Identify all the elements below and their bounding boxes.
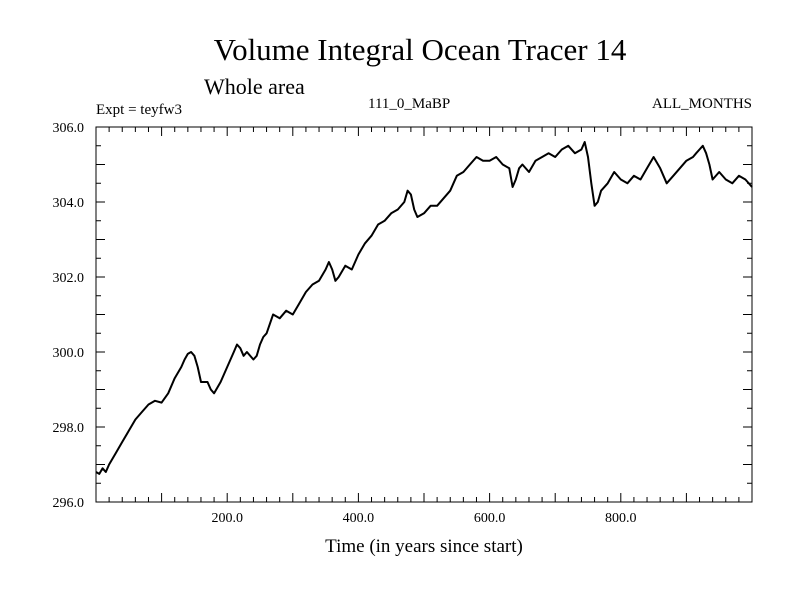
- x-tick-label: 400.0: [343, 511, 375, 526]
- chart-subtitle: Whole area: [204, 74, 305, 99]
- x-tick-label: 800.0: [605, 511, 637, 526]
- x-axis-label: Time (in years since start): [325, 536, 523, 557]
- y-tick-label: 300.0: [53, 346, 85, 361]
- x-tick-label: 600.0: [474, 511, 506, 526]
- y-tick-label: 296.0: [53, 496, 85, 511]
- axis-ticks: [96, 127, 752, 502]
- plot-frame: [95, 126, 753, 503]
- experiment-label: Expt = teyfw3: [96, 102, 182, 118]
- y-tick-label: 302.0: [53, 271, 85, 286]
- axis-tick-labels: 200.0 400.0 600.0 800.0 296.0 298.0 300.0 302.0…: [53, 121, 637, 526]
- x-tick-label: 200.0: [211, 511, 243, 526]
- series-line-tracer-14: [95, 141, 753, 475]
- y-tick-label: 298.0: [53, 421, 85, 436]
- chart-title: Volume Integral Ocean Tracer 14: [213, 32, 627, 67]
- months-label: ALL_MONTHS: [652, 96, 752, 112]
- period-label: 111_0_MaBP: [368, 96, 451, 112]
- y-tick-label: 306.0: [53, 121, 85, 136]
- y-tick-label: 304.0: [53, 196, 85, 211]
